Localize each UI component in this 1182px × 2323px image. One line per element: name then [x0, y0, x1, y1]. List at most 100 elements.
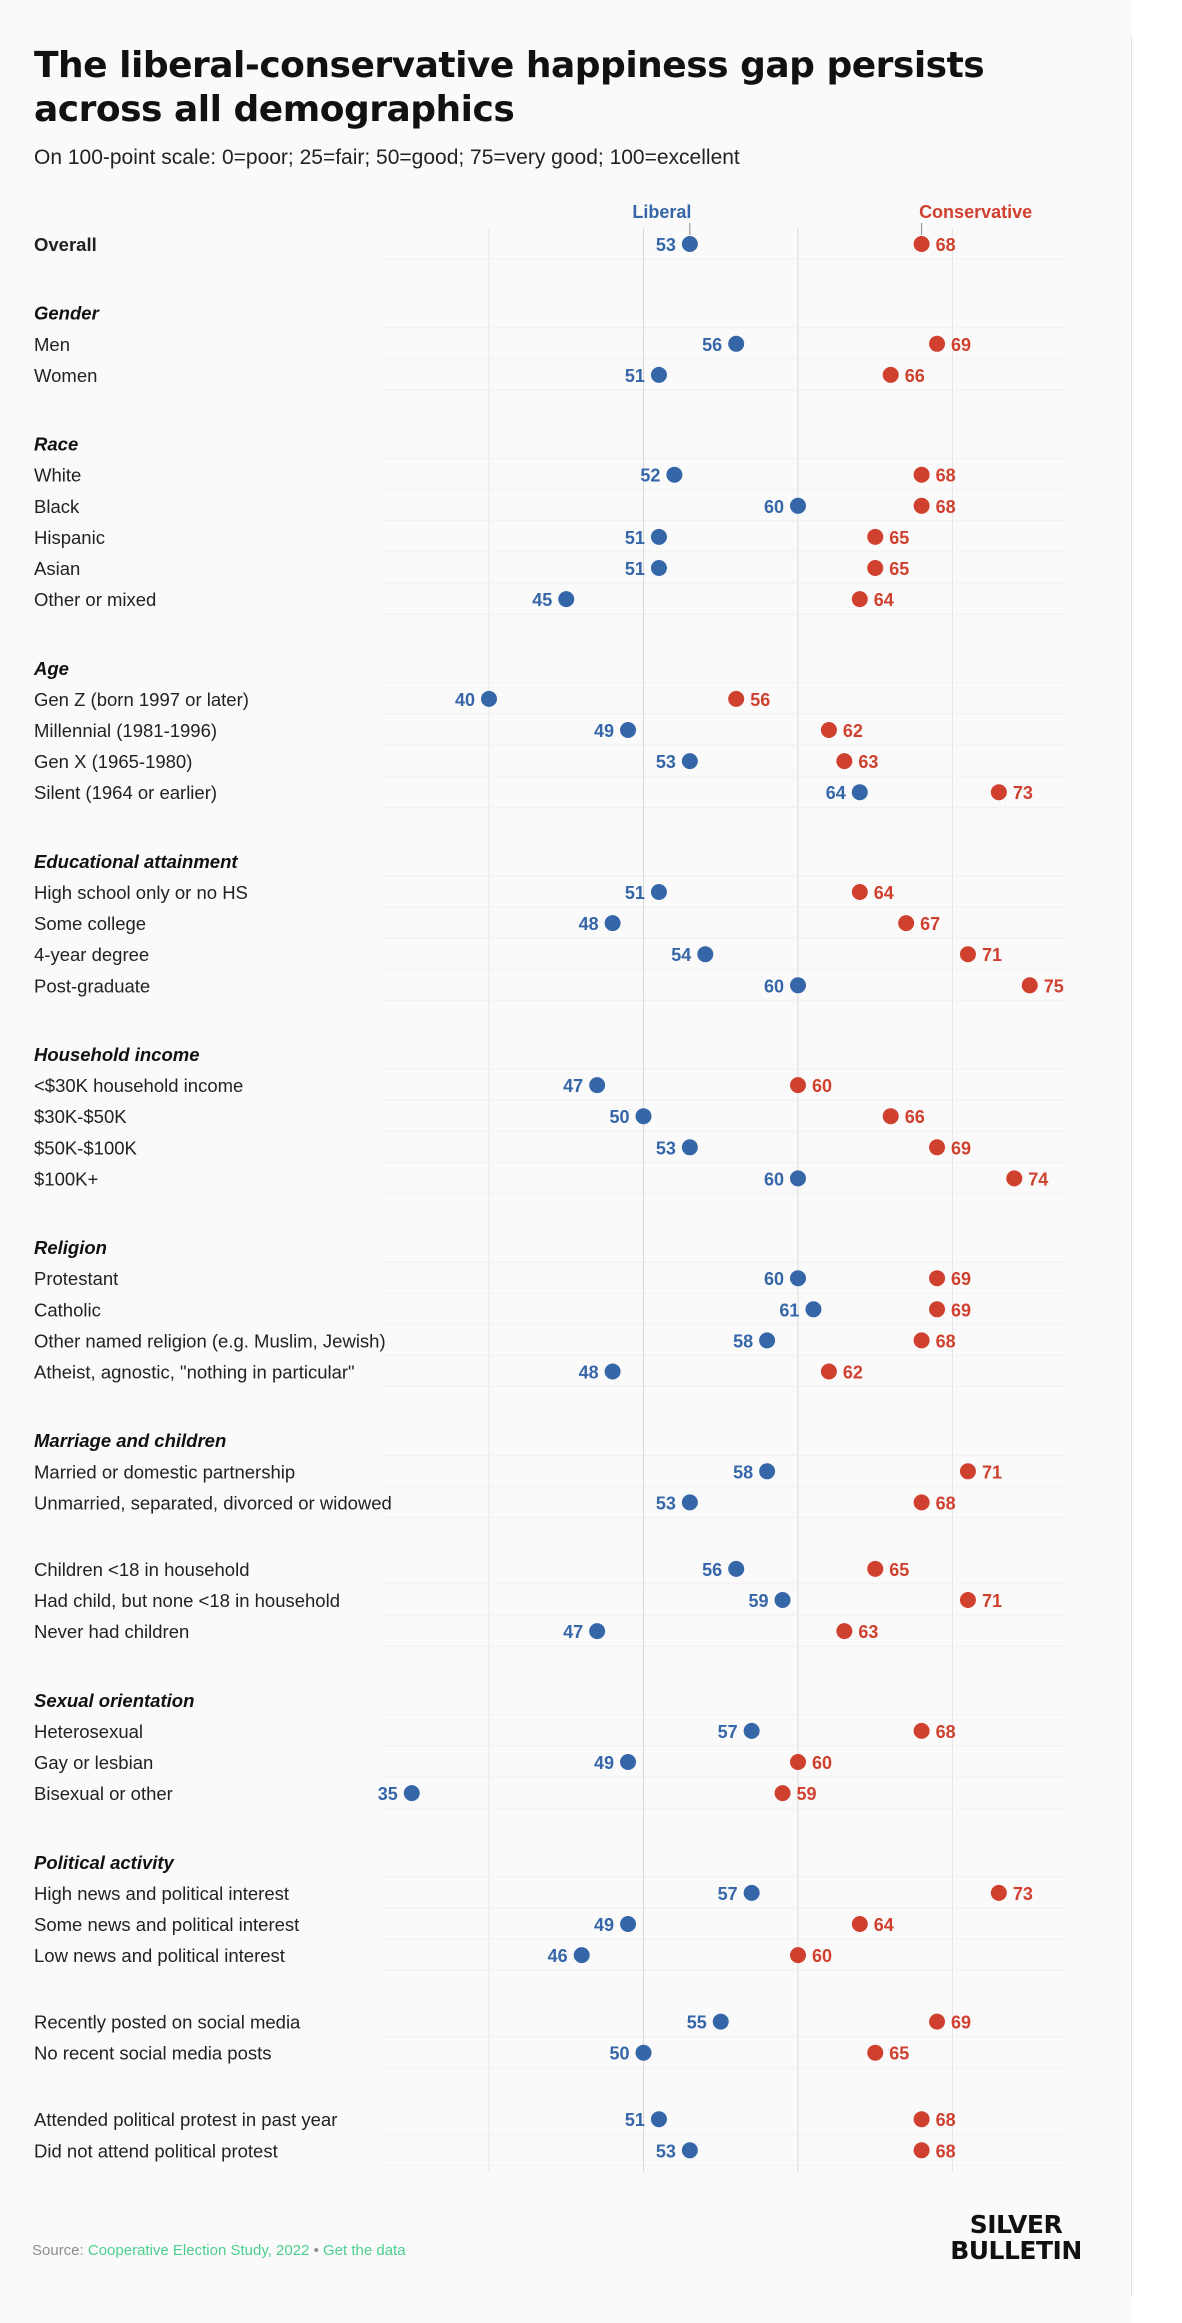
group-header: Educational attainment	[34, 851, 238, 872]
liberal-dot	[697, 946, 714, 963]
conservative-dot	[820, 1363, 837, 1380]
row-label: Had child, but none <18 in household	[34, 1590, 340, 1611]
row-label: Protestant	[34, 1268, 118, 1289]
source-separator: •	[309, 2242, 323, 2259]
conservative-value-label: 73	[1013, 783, 1033, 803]
row-label: Millennial (1981-1996)	[34, 720, 217, 741]
conservative-value-label: 68	[936, 1493, 956, 1513]
liberal-dot	[650, 366, 667, 383]
conservative-dot	[882, 366, 899, 383]
liberal-value-label: 55	[687, 2013, 707, 2033]
liberal-value-label: 58	[733, 1331, 753, 1351]
liberal-dot	[712, 2013, 729, 2030]
group-header: Gender	[34, 303, 101, 324]
liberal-value-label: 57	[718, 1884, 738, 1904]
legend-liberal: Liberal	[632, 202, 691, 222]
get-the-data-link[interactable]: Get the data	[323, 2242, 406, 2259]
liberal-dot	[759, 1332, 776, 1349]
liberal-value-label: 51	[625, 559, 645, 579]
conservative-dot	[929, 1270, 946, 1287]
row-label: Low news and political interest	[34, 1945, 285, 1966]
conservative-dot	[959, 1592, 976, 1608]
liberal-value-label: 60	[764, 976, 784, 996]
conservative-dot	[913, 466, 930, 483]
conservative-dot	[898, 915, 915, 932]
conservative-dot	[790, 1754, 806, 1770]
liberal-dot	[743, 1722, 760, 1739]
conservative-dot	[913, 236, 930, 252]
row-label: $100K+	[34, 1168, 98, 1189]
legend-conservative: Conservative	[919, 202, 1032, 222]
conservative-dot	[867, 528, 884, 545]
conservative-dot	[913, 497, 930, 514]
x-tick-label-50: 50	[633, 2198, 653, 2200]
row-label: Catholic	[34, 1299, 101, 1320]
conservative-value-label: 68	[936, 235, 956, 255]
conservative-dot	[851, 884, 868, 900]
liberal-dot	[790, 1170, 806, 1187]
group-header: Marriage and children	[34, 1430, 226, 1451]
conservative-dot	[851, 1916, 868, 1932]
conservative-dot	[913, 2142, 930, 2159]
conservative-dot	[836, 753, 853, 770]
liberal-dot	[650, 528, 667, 545]
row-label: Gen Z (born 1997 or later)	[34, 689, 249, 710]
liberal-value-label: 60	[764, 1269, 784, 1289]
liberal-value-label: 60	[764, 497, 784, 517]
conservative-value-label: 71	[982, 945, 1002, 965]
chart-title: The liberal-conservative happiness gap p…	[34, 45, 985, 130]
conservative-dot	[913, 1494, 930, 1511]
conservative-value-label: 74	[1028, 1169, 1048, 1189]
liberal-dot	[635, 2044, 652, 2061]
liberal-dot	[743, 1884, 760, 1901]
logo-line-1: SILVER	[969, 2210, 1063, 2239]
conservative-value-label: 65	[889, 1560, 909, 1580]
conservative-dot	[867, 2044, 884, 2061]
liberal-value-label: 64	[826, 783, 846, 803]
source-dataset-link[interactable]: Cooperative Election Study, 2022	[87, 2242, 310, 2259]
liberal-value-label: 59	[749, 1591, 769, 1611]
row-label: High school only or no HS	[34, 882, 248, 903]
liberal-value-label: 40	[455, 690, 475, 710]
liberal-dot	[790, 497, 806, 514]
group-header: Political activity	[34, 1852, 176, 1873]
row-label: High news and political interest	[34, 1883, 289, 1904]
chart-subtitle: On 100-point scale: 0=poor; 25=fair; 50=…	[34, 146, 740, 169]
liberal-dot	[481, 690, 497, 707]
row-label: 4-year degree	[34, 944, 149, 965]
conservative-dot	[929, 1139, 946, 1156]
conservative-value-label: 66	[905, 366, 925, 386]
conservative-dot	[867, 1560, 884, 1577]
conservative-value-label: 69	[951, 1269, 971, 1289]
liberal-value-label: 51	[625, 528, 645, 548]
liberal-dot	[681, 236, 698, 252]
liberal-dot	[403, 1785, 420, 1802]
conservative-value-label: 60	[812, 1946, 832, 1966]
conservative-value-label: 68	[936, 2110, 956, 2130]
liberal-value-label: 51	[625, 2110, 645, 2130]
liberal-value-label: 54	[671, 945, 691, 965]
liberal-dot	[650, 560, 667, 576]
group-header: Age	[33, 658, 69, 679]
conservative-value-label: 68	[936, 466, 956, 486]
conservative-dot	[990, 784, 1007, 801]
row-label: Women	[34, 365, 97, 386]
liberal-dot	[774, 1592, 791, 1608]
liberal-value-label: 50	[609, 1107, 629, 1127]
conservative-value-label: 69	[951, 1138, 971, 1158]
conservative-value-label: 69	[951, 2013, 971, 2033]
row-label: Men	[34, 334, 70, 355]
liberal-dot	[681, 1139, 698, 1156]
row-label: Overall	[34, 234, 97, 255]
conservative-value-label: 66	[905, 1107, 925, 1127]
liberal-dot	[650, 884, 667, 900]
liberal-dot	[558, 591, 575, 608]
row-label: White	[34, 465, 81, 486]
conservative-value-label: 71	[982, 1591, 1002, 1611]
liberal-dot	[728, 1560, 745, 1577]
x-tick-label-40: 40	[479, 2198, 499, 2200]
conservative-dot	[959, 1463, 976, 1480]
liberal-value-label: 49	[594, 1915, 614, 1935]
conservative-value-label: 64	[874, 883, 894, 903]
conservative-value-label: 65	[889, 2044, 909, 2064]
